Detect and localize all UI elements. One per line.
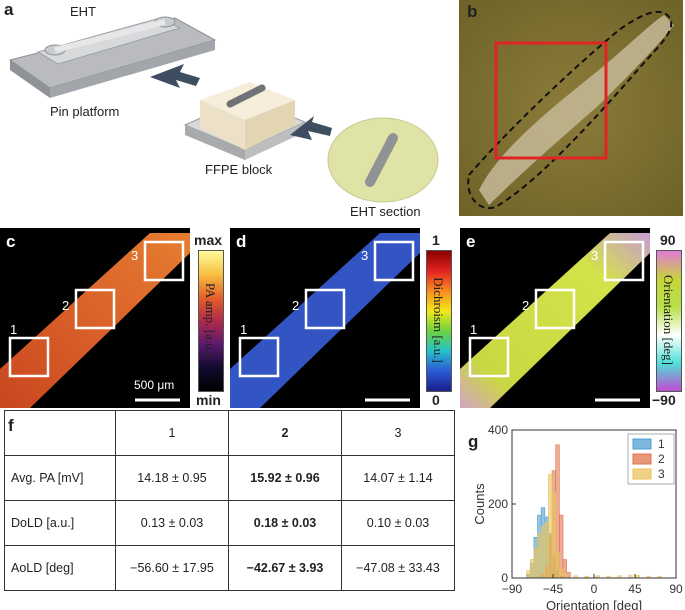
roi-e-2: 2	[522, 298, 530, 313]
x-axis-label: Orientation [deg]	[546, 598, 642, 610]
orientation-histogram: −90 −45 0 45 90 0 200 400 Orientation [deg] Count…	[472, 423, 683, 610]
histogram-bar-3	[548, 474, 553, 579]
roi-e-3: 3	[591, 248, 599, 263]
histogram-bar-3	[562, 573, 567, 579]
scalebar-label: 500 μm	[134, 378, 175, 392]
cb-d-min: 0	[432, 392, 440, 408]
arrow-1	[150, 64, 200, 88]
table-header-cell: 1	[115, 410, 229, 456]
legend-label-2: 2	[658, 452, 665, 466]
panel-b-image: b	[459, 0, 683, 216]
cb-c-max: max	[194, 232, 223, 248]
panel-e-image: e 1 2 3	[460, 228, 650, 408]
ffpe-block-illustration	[183, 82, 307, 160]
histogram-bar-3	[529, 559, 535, 579]
x-tick-label: −90	[502, 582, 523, 596]
table-cell: 14.07 ± 1.14	[341, 455, 455, 501]
y-axis-label: Counts	[472, 483, 487, 525]
eht-section-label: EHT section	[350, 204, 421, 219]
table-header-cell: 3	[341, 410, 455, 456]
y-tick-label: 0	[501, 571, 508, 585]
panel-f-label: f	[8, 416, 14, 435]
colorbar-e	[656, 250, 682, 392]
panel-d-label: d	[236, 232, 247, 251]
table-row: DoLD [a.u.] 0.13 ± 0.03 0.18 ± 0.03 0.10…	[4, 500, 455, 546]
cb-c-min: min	[196, 392, 221, 408]
histogram-bar-3	[555, 551, 560, 579]
panel-a-label: a	[4, 0, 14, 19]
histogram-bar-3	[544, 522, 549, 579]
eht-label: EHT	[70, 4, 96, 19]
histogram-bar-3	[537, 533, 542, 579]
cb-e-label: Orientation [deg]	[661, 275, 676, 365]
panel-g-label: g	[468, 432, 479, 451]
table-cell: 14.18 ± 0.95	[115, 455, 229, 501]
cb-e-max: 90	[660, 232, 676, 248]
colorbar-d	[426, 250, 452, 392]
table-cell: 15.92 ± 0.96	[228, 455, 342, 501]
histogram-bar-2	[566, 572, 571, 579]
legend-swatch-1	[632, 438, 652, 450]
roi-c-3: 3	[131, 248, 139, 263]
table-cell: 0.18 ± 0.03	[228, 500, 342, 546]
legend-label-1: 1	[658, 437, 665, 451]
table-header-cell	[4, 410, 116, 456]
cb-d-max: 1	[432, 232, 440, 248]
results-table: 1 2 3 Avg. PA [mV] 14.18 ± 0.95 15.92 ± …	[4, 410, 455, 591]
roi-e-1: 1	[470, 322, 478, 337]
x-tick-label: 90	[669, 582, 683, 596]
eht-section-illustration	[327, 117, 439, 203]
table-cell: AoLD [deg]	[4, 545, 116, 591]
panel-b-label: b	[467, 2, 478, 21]
panel-c-image: c 1 2 3 500 μm	[0, 228, 190, 408]
histogram-bar-3	[559, 568, 564, 579]
table-cell: Avg. PA [mV]	[4, 455, 116, 501]
roi-d-3: 3	[361, 248, 369, 263]
colorbar-c	[198, 250, 224, 392]
histogram-bar-3	[533, 548, 538, 579]
x-tick-label: 0	[591, 582, 598, 596]
table-cell: 0.10 ± 0.03	[341, 500, 455, 546]
pin-platform-label: Pin platform	[50, 104, 120, 119]
table-row: Avg. PA [mV] 14.18 ± 0.95 15.92 ± 0.96 1…	[4, 455, 455, 501]
table-header-cell: 2	[228, 410, 342, 456]
table-row: AoLD [deg] −56.60 ± 17.95 −42.67 ± 3.93 …	[4, 545, 455, 591]
table-header-row: 1 2 3	[4, 410, 455, 456]
pin-platform-illustration	[8, 16, 217, 98]
legend-swatch-3	[632, 468, 652, 480]
roi-c-1: 1	[10, 322, 18, 337]
roi-c-2: 2	[62, 298, 70, 313]
panel-c-label: c	[6, 232, 16, 251]
x-tick-label: 45	[628, 582, 642, 596]
y-tick-label: 200	[488, 497, 508, 511]
histogram-bar-3	[540, 525, 546, 579]
panel-d-image: d 1 2 3	[230, 228, 420, 408]
ffpe-block-label: FFPE block	[205, 162, 273, 177]
legend-swatch-2	[632, 453, 652, 465]
roi-d-1: 1	[240, 322, 248, 337]
table-cell: −47.08 ± 33.43	[341, 545, 455, 591]
arrow-2	[290, 116, 332, 140]
legend-label-3: 3	[658, 467, 665, 481]
x-tick-label: −45	[543, 582, 564, 596]
panel-a-schematic	[8, 16, 439, 203]
roi-d-2: 2	[292, 298, 300, 313]
table-cell: 0.13 ± 0.03	[115, 500, 229, 546]
histogram-bar-3	[551, 492, 557, 579]
cb-e-min: −90	[652, 392, 676, 408]
table-cell: −56.60 ± 17.95	[115, 545, 229, 591]
table-cell: −42.67 ± 3.93	[228, 545, 342, 591]
table-cell: DoLD [a.u.]	[4, 500, 116, 546]
cb-c-label: PA amp. [a.u.]	[203, 282, 218, 358]
histogram-bar-3	[526, 570, 531, 579]
panel-e-label: e	[466, 232, 476, 251]
y-tick-label: 400	[488, 423, 508, 437]
cb-d-label: Dichroism [a.u.]	[431, 277, 446, 363]
